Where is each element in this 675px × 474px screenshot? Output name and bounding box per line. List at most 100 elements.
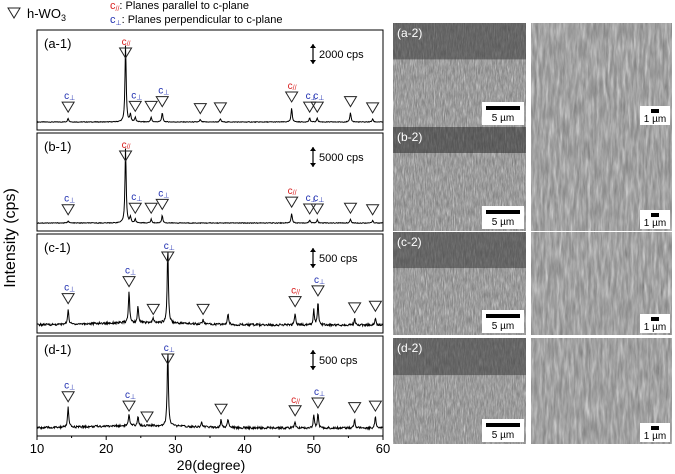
peak-label: c⊥ — [164, 343, 175, 354]
sem-surface — [393, 127, 526, 153]
sem-panel-label: (b-2) — [397, 130, 422, 144]
scale-bar-box — [640, 314, 670, 333]
peak-label: c⊥ — [314, 387, 325, 398]
x-tick-label: 40 — [237, 441, 251, 456]
scale-bar-label: 5 µm — [492, 430, 514, 441]
scale-bar-box — [640, 210, 670, 229]
peak-label: c⊥ — [64, 91, 75, 102]
arrow-up-icon — [310, 350, 316, 354]
peak-label: c⊥ — [313, 193, 324, 204]
peak-label: c⊥ — [125, 266, 136, 277]
triangle-marker-icon — [368, 300, 383, 313]
scale-bar-label: 5 µm — [492, 217, 514, 228]
scale-label: 5000 cps — [319, 152, 364, 164]
triangle-marker-icon — [368, 400, 383, 413]
peak-label: c// — [291, 286, 300, 297]
arrow-up-icon — [310, 147, 316, 151]
triangle-marker-icon — [214, 403, 228, 416]
triangle-marker-icon — [128, 202, 143, 215]
peak-label: c⊥ — [131, 192, 142, 203]
x-tick-label: 20 — [99, 441, 113, 456]
scale-bar-label: 5 µm — [492, 321, 514, 332]
scale-bar-label: 1 µm — [644, 431, 666, 442]
triangle-marker-icon — [213, 102, 228, 114]
y-axis-label: Intensity (cps) — [2, 188, 19, 288]
legend: h-WO3 c//: Planes parallel to c-plane c⊥… — [7, 0, 282, 27]
sem-image-magnified: 1 µm — [531, 232, 672, 335]
peak-label: c⊥ — [158, 86, 169, 97]
sem-image-magnified: 1 µm — [531, 23, 672, 127]
sem-surface — [393, 23, 526, 60]
triangle-marker-icon — [122, 400, 136, 413]
peak-label: c// — [288, 81, 297, 92]
scale-bar — [651, 109, 659, 113]
triangle-marker-icon — [193, 103, 208, 115]
sem-image-cross-section: (d-2) 5 µm — [393, 338, 526, 444]
scale-bar — [486, 210, 520, 214]
scale-bar — [486, 314, 520, 318]
sem-image-cross-section: (c-2) 5 µm — [393, 232, 526, 335]
triangle-marker-icon — [288, 405, 302, 417]
panel-frame — [36, 29, 384, 131]
x-tick-label: 10 — [30, 441, 44, 456]
sem-image-cross-section: (b-2) 5 µm — [393, 127, 526, 231]
scale-label: 2000 cps — [319, 49, 364, 61]
arrow-down-icon — [310, 60, 316, 64]
scale-label: 500 cps — [319, 355, 358, 367]
arrow-down-icon — [310, 163, 316, 167]
triangle-marker-icon — [155, 198, 170, 211]
arrow-up-icon — [310, 248, 316, 252]
triangle-marker-icon — [7, 7, 21, 19]
scale-bar — [651, 426, 659, 430]
sem-image-magnified: 1 µm — [531, 127, 672, 231]
scale-bar — [486, 423, 520, 427]
arrow-up-icon — [310, 44, 316, 48]
sem-panel-label: (a-2) — [397, 26, 422, 40]
scale-bar — [651, 317, 659, 321]
triangle-marker-icon — [122, 276, 136, 288]
peak-label: c// — [122, 140, 131, 151]
peak-label: c⊥ — [306, 193, 317, 204]
peak-label: c⊥ — [158, 188, 169, 199]
triangle-marker-icon — [144, 202, 159, 215]
scale-bar-label: 5 µm — [492, 113, 514, 124]
xrd-panel: (c-1) 500 cps c⊥ c⊥ c⊥ c// c⊥ — [36, 233, 384, 334]
x-tick-label: 30 — [168, 441, 182, 456]
triangle-marker-icon — [118, 150, 133, 162]
xrd-trace — [36, 148, 384, 225]
triangle-marker-icon — [61, 293, 76, 305]
x-tick-label: 50 — [307, 441, 321, 456]
triangle-marker-icon — [140, 411, 154, 423]
triangle-marker-icon — [128, 100, 143, 113]
xrd-panel: (d-1) 500 cps c⊥ c⊥ c⊥ c// c⊥ — [36, 335, 384, 437]
triangle-marker-icon — [160, 353, 175, 365]
peak-label: c// — [122, 37, 131, 48]
triangle-marker-icon — [365, 102, 380, 114]
sem-panel-label: (c-2) — [397, 235, 422, 249]
triangle-marker-icon — [310, 101, 325, 114]
peak-label: c// — [291, 395, 300, 406]
triangle-marker-icon — [144, 100, 159, 113]
scale-bar-label: 1 µm — [644, 114, 666, 125]
triangle-marker-icon — [302, 101, 317, 114]
sem-images: (a-2) 5 µm 1 µm (b-2) 5 µm 1 µm (c-2) 5 µm 1 µm (… — [393, 23, 672, 444]
sem-panel-label: (d-2) — [397, 341, 422, 355]
scale-bar-label: 1 µm — [644, 218, 666, 229]
triangle-marker-icon — [160, 251, 175, 263]
xrd-trace — [36, 45, 384, 124]
triangle-marker-icon — [61, 204, 76, 216]
peak-label: c⊥ — [306, 91, 317, 102]
sem-image-cross-section: (a-2) 5 µm — [393, 23, 526, 127]
panel-frame — [36, 132, 384, 232]
legend-hwo3: h-WO3 — [27, 6, 66, 23]
peak-label: c⊥ — [131, 90, 142, 101]
scale-bar — [486, 106, 520, 110]
scale-label: 500 cps — [319, 253, 358, 265]
peak-label: c⊥ — [313, 91, 324, 102]
scale-bar-box — [640, 423, 670, 442]
peak-label: c⊥ — [64, 283, 75, 294]
x-axis: 10 20 30 40 50 60 — [30, 436, 390, 456]
